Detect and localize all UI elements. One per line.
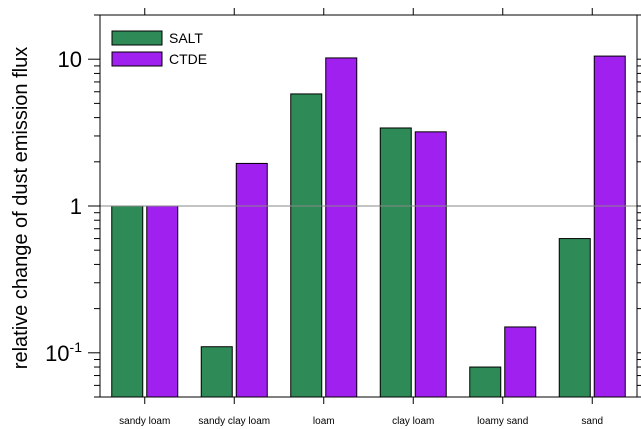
legend-label-salt: SALT <box>169 30 203 46</box>
x-tick-label: sand <box>581 416 603 427</box>
bar-ctde-sandy-loam <box>146 205 179 398</box>
bars-group <box>111 55 626 398</box>
bar-salt-clay-loam <box>379 127 412 398</box>
bar-ctde-clay-loam <box>414 131 447 398</box>
bar-ctde-loam <box>325 57 358 398</box>
legend: SALT CTDE <box>111 30 207 67</box>
bar-ctde-sandy-clay-loam <box>235 162 268 398</box>
x-tick-label: loam <box>313 416 335 427</box>
x-tick-label: sandy loam <box>119 416 170 427</box>
legend-swatch-ctde <box>111 51 163 67</box>
x-tick-label: clay loam <box>392 416 434 427</box>
bar-ctde-loamy-sand <box>504 326 537 398</box>
bar-salt-loam <box>290 93 323 398</box>
y-tick-labels: 10-1 1 10 <box>45 47 82 366</box>
y-tick-label: 1 <box>70 194 82 219</box>
bar-salt-loamy-sand <box>469 366 502 398</box>
axis-ticks <box>88 8 641 404</box>
y-tick-label: 10-1 <box>45 339 82 366</box>
y-axis-label: relative change of dust emission flux <box>10 47 32 369</box>
bar-salt-sandy-clay-loam <box>200 346 233 398</box>
bar-salt-sand <box>558 238 591 398</box>
y-tick-label: 10 <box>58 47 82 72</box>
bar-ctde-sand <box>593 55 626 398</box>
x-tick-label: sandy clay loam <box>198 416 270 427</box>
x-tick-labels: sandy loam sandy clay loam loam clay loam lo… <box>119 416 603 427</box>
legend-label-ctde: CTDE <box>169 51 207 67</box>
x-tick-label: loamy sand <box>477 416 528 427</box>
bar-salt-sandy-loam <box>111 205 144 398</box>
legend-swatch-salt <box>111 30 163 46</box>
